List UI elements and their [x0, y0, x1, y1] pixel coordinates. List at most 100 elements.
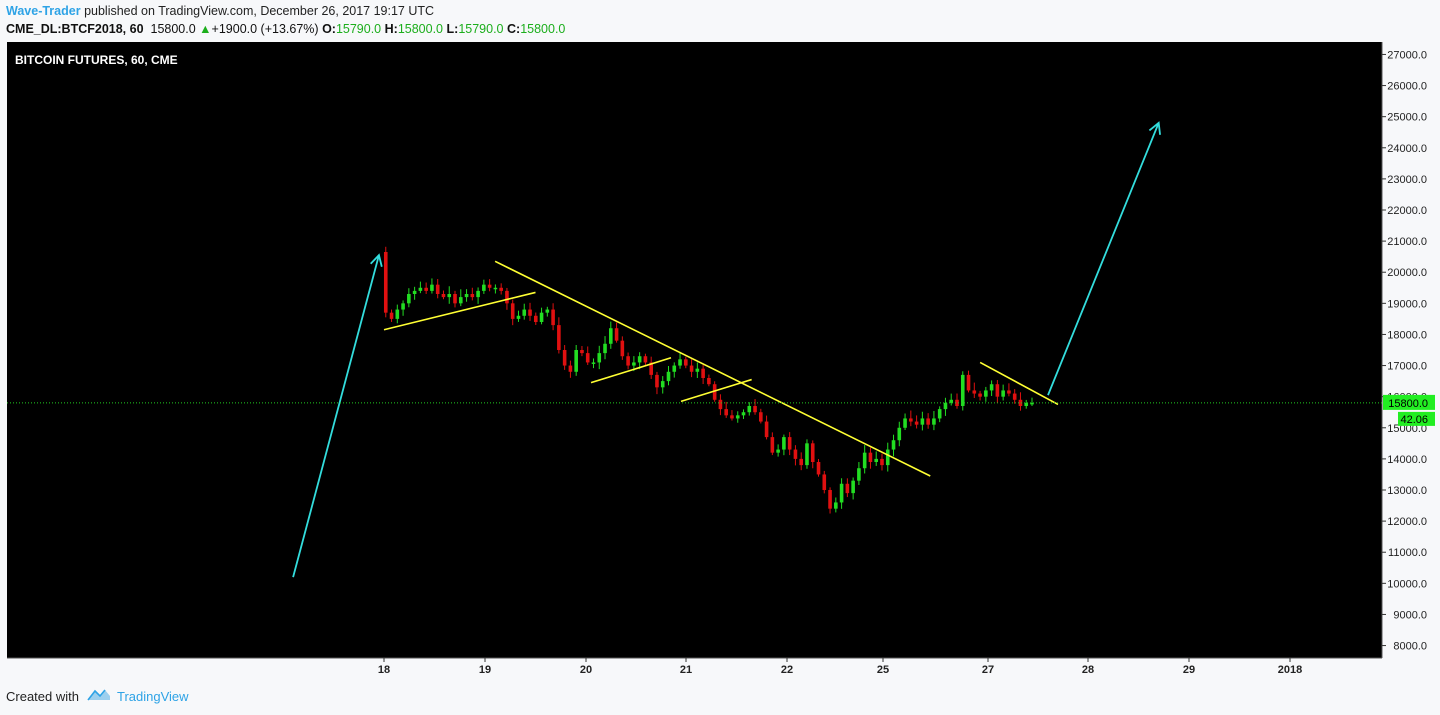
bull-candle	[418, 287, 423, 291]
bull-candle	[1001, 390, 1005, 397]
symbol-label: CME_DL:BTCF2018, 60	[6, 22, 144, 36]
bear-candle	[614, 328, 619, 341]
published-text: published on TradingView.com, December 2…	[84, 4, 435, 18]
last-price: 15800.0	[150, 22, 196, 36]
bear-candle	[718, 399, 723, 410]
price-marker: 15800.0 42.06	[7, 394, 1435, 426]
bear-candle	[972, 390, 977, 394]
bear-candle	[655, 374, 659, 388]
bear-candle	[510, 303, 515, 319]
bull-candle	[747, 406, 752, 413]
close-label: C:	[506, 22, 521, 36]
bull-candle	[885, 449, 890, 466]
publication-line: Wave-Trader published on TradingView.com…	[6, 4, 434, 18]
bull-candle	[539, 312, 544, 322]
tradingview-link[interactable]: TradingView	[117, 689, 189, 704]
bull-candle	[920, 418, 925, 425]
bear-candle	[914, 421, 919, 425]
bull-candle	[851, 480, 855, 494]
low-label: L:	[446, 22, 459, 36]
bear-candle	[557, 325, 561, 350]
x-tick-label: 2018	[1278, 664, 1302, 675]
bear-candle	[689, 365, 694, 372]
bull-candle	[603, 343, 607, 354]
volume-tag	[1398, 411, 1435, 426]
bull-candle	[960, 374, 965, 406]
x-tick-label: 28	[1082, 664, 1094, 675]
bear-candle	[533, 315, 538, 322]
volume-label: 42.06	[1400, 414, 1428, 426]
bear-candle	[453, 294, 457, 304]
plot-area[interactable]	[7, 42, 1382, 658]
bull-candle	[482, 284, 486, 291]
arrow-head-icon	[1148, 121, 1161, 135]
author-link[interactable]: Wave-Trader	[6, 4, 81, 18]
x-tick-label: 18	[378, 664, 390, 675]
time-axis[interactable]	[7, 658, 1382, 675]
bull-candle	[834, 502, 838, 509]
bear-candle	[649, 362, 653, 375]
chart-title: BITCOIN FUTURES, 60, CME	[15, 53, 178, 67]
candles	[383, 246, 1034, 514]
y-tick-label: 27000.0	[1387, 49, 1427, 61]
bear-candle	[787, 437, 792, 450]
bear-candle	[1007, 390, 1011, 394]
arrow-line	[1047, 122, 1160, 396]
close-value: 15800.0	[520, 22, 566, 36]
trendline	[680, 378, 752, 403]
chart-header: Wave-Trader published on TradingView.com…	[0, 0, 1440, 42]
bull-candle	[516, 315, 521, 319]
trendline	[590, 357, 672, 384]
bear-candle	[880, 458, 884, 466]
tradingview-logo-icon[interactable]	[86, 686, 112, 704]
bull-candle	[574, 350, 578, 372]
current-price-label: 15800.0	[1388, 398, 1428, 410]
bull-candle	[937, 409, 942, 419]
bear-candle	[799, 458, 804, 466]
bear-candle	[707, 378, 711, 385]
y-tick-label: 18000.0	[1387, 329, 1427, 341]
bear-candle	[845, 483, 850, 494]
bull-candle	[903, 418, 907, 428]
y-tick-label: 12000.0	[1387, 516, 1427, 528]
bear-candle	[499, 287, 503, 291]
bull-candle	[805, 443, 809, 466]
x-tick-label: 19	[479, 664, 491, 675]
bear-candle	[828, 490, 832, 509]
open-value: 15790.0	[335, 22, 382, 36]
bear-candle	[926, 418, 930, 425]
price-axis[interactable]	[1382, 42, 1440, 675]
y-tick-label: 21000.0	[1387, 236, 1427, 248]
x-axis-ticks: 18 19 20 21 22 25 27 28 29 2018	[378, 658, 1302, 675]
bear-candle	[580, 350, 584, 354]
low-value: 15790.0	[458, 22, 504, 36]
bear-candle	[909, 418, 913, 422]
bear-candle	[383, 252, 388, 313]
bull-candle	[447, 294, 452, 298]
bull-candle	[597, 353, 602, 363]
y-tick-label: 9000.0	[1393, 609, 1427, 621]
bear-candle	[1012, 393, 1017, 400]
bull-candle	[678, 359, 682, 366]
current-price-tag	[1383, 394, 1435, 410]
footer: Created with TradingView	[0, 676, 1440, 715]
x-tick-label: 21	[680, 664, 692, 675]
bear-candle	[435, 284, 440, 294]
bull-candle	[591, 362, 596, 364]
price-chart[interactable]: BITCOIN FUTURES, 60, CME 27000.0 26000.0 2…	[0, 42, 1440, 675]
bear-candle	[626, 356, 630, 366]
y-tick-label: 22000.0	[1387, 205, 1427, 217]
trendline	[494, 260, 931, 477]
open-label: O:	[322, 22, 336, 36]
bear-candle	[562, 350, 567, 366]
x-tick-label: 25	[877, 664, 889, 675]
y-tick-label: 17000.0	[1387, 361, 1427, 373]
y-tick-label: 10000.0	[1387, 578, 1427, 590]
bull-candle	[874, 458, 879, 462]
y-tick-label: 24000.0	[1387, 143, 1427, 155]
bear-candle	[822, 474, 827, 490]
bull-candle	[891, 440, 896, 450]
bear-candle	[810, 443, 815, 462]
bull-candle	[632, 362, 636, 366]
bear-candle	[441, 294, 446, 298]
